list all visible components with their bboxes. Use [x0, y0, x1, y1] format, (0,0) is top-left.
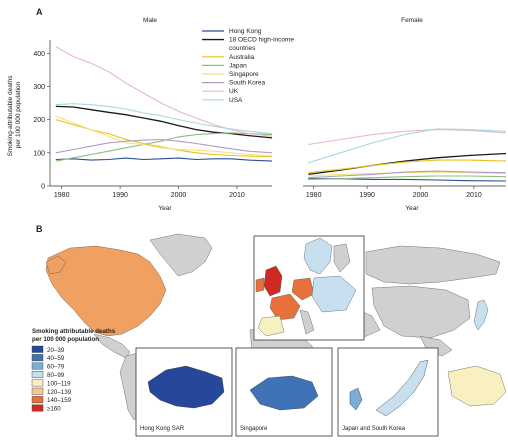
female-x-tick-label: 2000 [413, 192, 429, 199]
map-scale-label-4: 100–119 [47, 380, 71, 387]
male-series-line-3 [55, 132, 273, 162]
map-scale-label-2: 60–79 [47, 364, 65, 371]
map-scale-label-6: 140–159 [47, 397, 72, 404]
map-scale-swatch-7 [31, 404, 44, 412]
map-region-canada-usa [45, 245, 167, 337]
map-region-hong-kong [147, 365, 225, 409]
male-y-tick-label: 200 [33, 117, 45, 124]
map-scale-label-7: ≥160 [47, 406, 61, 413]
y-axis-title: Smoking-attributable deaths per 100 000 … [7, 74, 22, 157]
map-scale-label-5: 120–139 [47, 389, 72, 396]
map-region-germany [291, 277, 315, 301]
female-x-tick-label: 1980 [306, 192, 322, 199]
male-series-line-6 [55, 46, 273, 137]
hong-kong-inset-label: Hong Kong SAR [140, 426, 185, 432]
female-series-line-5 [308, 170, 507, 179]
male-x-tick-label: 2010 [229, 192, 245, 199]
female-series-line-3 [308, 175, 507, 180]
japan-korea-inset-label: Japan and South Korea [342, 426, 406, 432]
map-region-finland [333, 243, 351, 273]
male-x-tick-label: 1990 [112, 192, 128, 199]
map-region-alaska [45, 255, 67, 275]
male-x-tick-label: 1980 [54, 192, 70, 199]
female-series-line-4 [308, 171, 507, 177]
panel-b-label: B [36, 224, 43, 234]
male-y-tick-label: 400 [33, 51, 45, 58]
male-chart-title: Male [143, 17, 157, 24]
map-scale-swatch-0 [31, 345, 44, 353]
chart-legend: Hong Kong 18 OECD high-income countriesAus… [202, 28, 294, 104]
y-axis-title-line1: Smoking-attributable deaths [7, 75, 14, 157]
legend-label-5: South Korea [229, 80, 266, 87]
map-region-east-asia [371, 285, 471, 339]
panel-a-label: A [36, 7, 43, 17]
female-series-line-2 [308, 159, 507, 174]
female-x-tick-label: 2010 [466, 192, 482, 199]
map-scale-swatch-4 [31, 379, 44, 387]
singapore-inset-label: Singapore [240, 426, 268, 432]
map-scale-label-3: 80–99 [47, 372, 65, 379]
map-color-scale: Smoking attributable deaths per 100 000 … [31, 328, 116, 413]
female-x-tick-label: 1990 [359, 192, 375, 199]
male-chart: Male Smoking-attributable deaths per 100… [7, 17, 273, 212]
female-series-line-1 [308, 152, 507, 176]
europe-inset [253, 235, 365, 341]
male-y-tick-label: 100 [33, 150, 45, 157]
y-axis-title-line2: per 100 000 population [15, 81, 22, 148]
male-series-line-0 [55, 157, 273, 162]
map-scale-title-line2: per 100 000 population [32, 336, 99, 343]
female-x-axis-title: Year [405, 205, 419, 212]
map-region-france [269, 293, 301, 321]
map-region-ireland [255, 277, 265, 293]
map-scale-swatch-2 [31, 362, 44, 370]
hong-kong-inset: Hong Kong SAR [135, 347, 233, 437]
map-scale-swatch-6 [31, 396, 44, 404]
legend-label-2: Australia [229, 54, 255, 61]
map-region-iberia [257, 315, 285, 337]
map-scale-swatch-3 [31, 371, 44, 378]
legend-label-7: USA [229, 97, 243, 104]
male-x-axis-title: Year [158, 205, 172, 212]
map-region-central-america [93, 333, 131, 359]
male-y-tick-label: 0 [41, 184, 45, 191]
map-region-scandinavia [303, 237, 333, 275]
female-chart: Female 1980 1990 2000 2010 Year [303, 17, 507, 212]
legend-label-0: Hong Kong [229, 28, 262, 35]
legend-label-3: Japan [229, 62, 247, 69]
map-region-australia [447, 365, 507, 407]
map-region-eastern-europe [311, 275, 357, 313]
female-series-line-6 [308, 129, 507, 146]
singapore-inset: Singapore [235, 347, 333, 437]
male-series-line-7 [55, 103, 273, 135]
map-region-italy [299, 309, 315, 335]
male-y-tick-label: 300 [33, 84, 45, 91]
map-scale-swatch-1 [31, 354, 44, 362]
japan-korea-inset: Japan and South Korea [337, 347, 439, 437]
map-scale-swatch-5 [31, 387, 44, 395]
legend-label-4: Singapore [229, 71, 259, 78]
female-chart-title: Female [401, 17, 423, 24]
world-map [45, 233, 507, 421]
map-region-singapore [249, 375, 319, 411]
map-scale-label-1: 40–59 [47, 355, 65, 362]
map-scale-title-line1: Smoking attributable deaths [32, 328, 116, 335]
legend-label-6: UK [229, 88, 239, 95]
male-series-line-4 [55, 115, 273, 157]
male-series-line-1 [55, 105, 273, 139]
map-region-japan [473, 299, 489, 331]
legend-label-1: 18 OECD high-income countries [229, 37, 294, 53]
map-region-korea [349, 387, 363, 411]
map-scale-label-0: 20–39 [47, 347, 65, 354]
map-region-greenland [149, 233, 213, 277]
map-region-russia [365, 245, 501, 285]
male-series-line-2 [55, 119, 273, 158]
male-series-line-5 [55, 138, 273, 154]
female-series-line-7 [308, 128, 507, 164]
male-x-tick-label: 2000 [171, 192, 187, 199]
map-region-japan-inset [375, 359, 429, 417]
